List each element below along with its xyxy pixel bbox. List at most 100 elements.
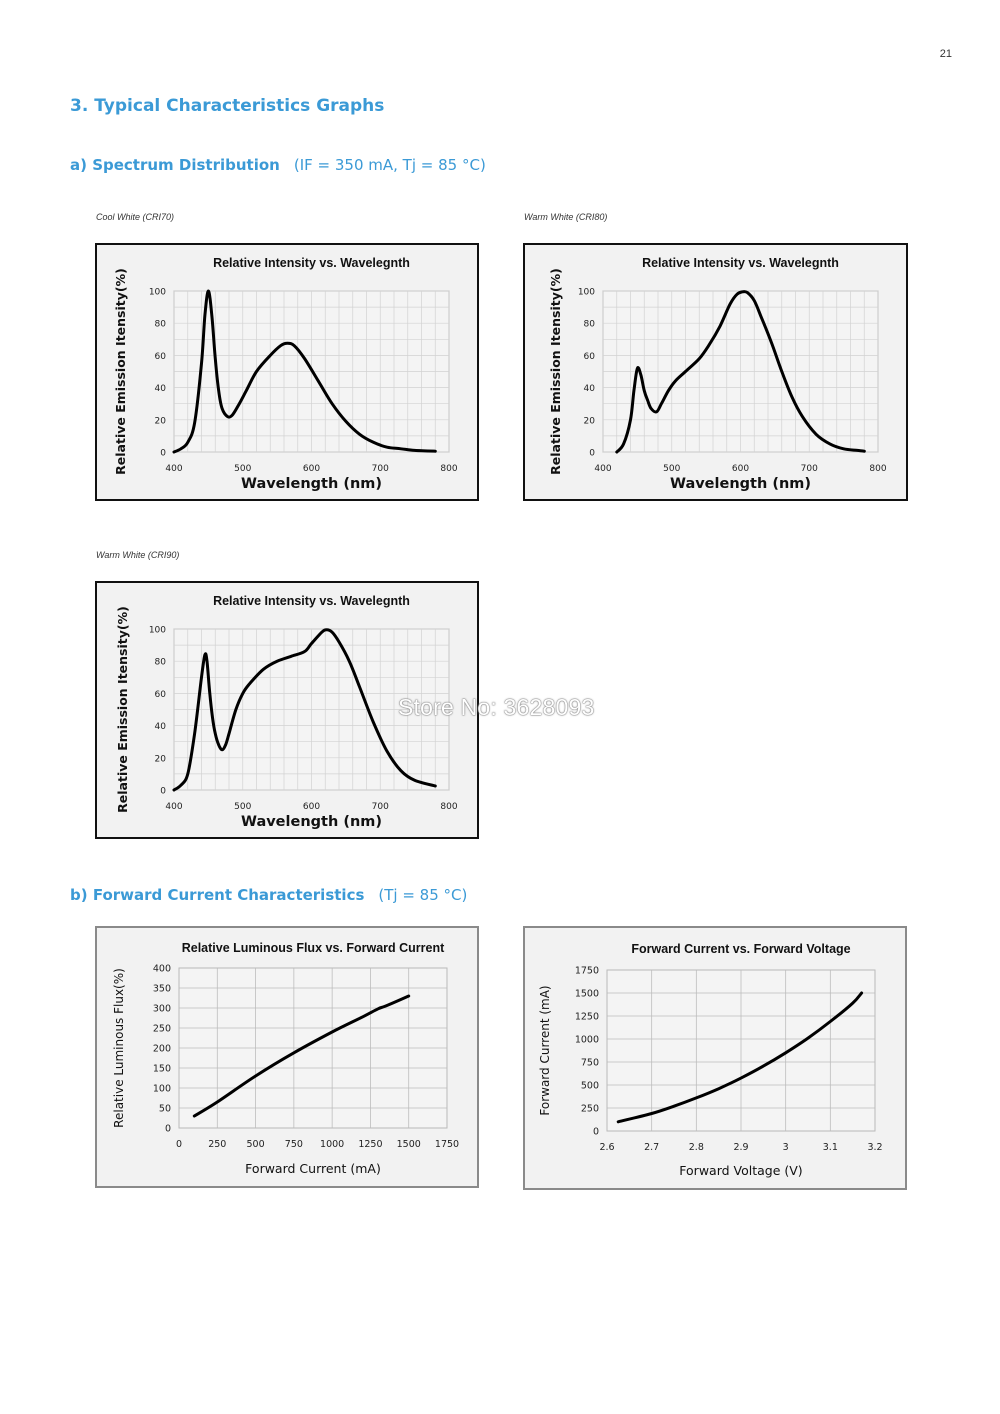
chart-luminous-flux-vs-current: 0 250 500 750 1000 1250 1500 1750 0 50 100 150 200 25… xyxy=(95,926,479,1188)
x-tick-label: 3.1 xyxy=(823,1142,838,1153)
chart-warm-white-cri80-spectrum: 400 500 600 700 800 0 20 40 60 80 100 Relative Inte… xyxy=(523,243,908,501)
chart-title: Relative Luminous Flux vs. Forward Curre… xyxy=(182,941,445,955)
y-tick-label: 100 xyxy=(153,1084,171,1095)
y-tick-label: 1000 xyxy=(575,1035,599,1046)
series-line xyxy=(172,289,437,454)
y-tick-label: 60 xyxy=(584,352,596,362)
x-tick-label: 700 xyxy=(801,464,818,474)
y-tick-label: 80 xyxy=(584,320,596,330)
y-tick-label: 100 xyxy=(578,288,595,298)
x-tick-label: 700 xyxy=(372,802,389,812)
subsection-a-heading: a) Spectrum Distribution (IF = 350 mA, Tj… xyxy=(70,156,486,174)
y-tick-label: 500 xyxy=(581,1081,599,1092)
store-watermark: Store No: 3628093 xyxy=(398,694,595,720)
y-tick-label: 80 xyxy=(155,320,167,330)
y-tick-label: 50 xyxy=(159,1104,171,1115)
y-axis-label: Relative Emission Itensity(%) xyxy=(115,606,130,813)
y-tick-label: 300 xyxy=(153,1004,171,1015)
x-axis-label: Wavelength (nm) xyxy=(670,476,811,492)
y-tick-label: 80 xyxy=(155,658,167,668)
x-tick-label: 500 xyxy=(663,464,680,474)
x-tick-label: 800 xyxy=(440,464,457,474)
x-tick-label: 2.7 xyxy=(644,1142,659,1153)
caption-cool-white-cri70: Cool White (CRI70) xyxy=(96,212,175,222)
y-tick-label: 1750 xyxy=(575,966,599,977)
page-number: 21 xyxy=(939,48,952,60)
y-tick-label: 1500 xyxy=(575,989,599,1000)
y-tick-label: 0 xyxy=(593,1127,599,1138)
x-tick-label: 700 xyxy=(372,464,389,474)
x-tick-label: 600 xyxy=(303,464,320,474)
x-tick-label: 400 xyxy=(594,464,611,474)
series-line xyxy=(192,994,411,1118)
y-tick-label: 400 xyxy=(153,964,171,975)
x-tick-label: 2.8 xyxy=(689,1142,704,1153)
series-line xyxy=(616,991,864,1124)
y-tick-label: 0 xyxy=(165,1124,171,1135)
x-tick-label: 600 xyxy=(303,802,320,812)
x-tick-label: 3 xyxy=(783,1142,789,1153)
x-tick-label: 1500 xyxy=(397,1139,421,1150)
y-tick-label: 20 xyxy=(155,416,167,426)
x-axis-label: Forward Current (mA) xyxy=(245,1161,381,1176)
y-tick-label: 100 xyxy=(149,288,166,298)
chart-warm90-svg: 400 500 600 700 800 0 20 40 60 80 100 Relative Inte… xyxy=(115,594,458,830)
chart-vf-svg: 2.6 2.7 2.8 2.9 3 3.1 3.2 0 250 500 750 1000 1250 150… xyxy=(538,942,883,1178)
x-axis-label: Wavelength (nm) xyxy=(241,814,382,830)
chart-title: Relative Intensity vs. Wavelegnth xyxy=(213,594,410,608)
x-tick-label: 500 xyxy=(234,464,251,474)
chart-title: Relative Intensity vs. Wavelegnth xyxy=(213,256,410,270)
y-tick-label: 60 xyxy=(155,690,167,700)
subsection-b-heading: b) Forward Current Characteristics (Tj = … xyxy=(70,886,467,904)
chart-flux-svg: 0 250 500 750 1000 1250 1500 1750 0 50 100 150 200 25… xyxy=(112,941,459,1176)
subsection-a-conditions: (IF = 350 mA, Tj = 85 °C) xyxy=(293,156,486,174)
y-tick-label: 750 xyxy=(581,1058,599,1069)
series-line xyxy=(615,290,866,454)
subsection-b-title: b) Forward Current Characteristics xyxy=(70,886,365,904)
chart-warm80-svg: 400 500 600 700 800 0 20 40 60 80 100 Relative Inte… xyxy=(548,256,887,492)
y-tick-label: 20 xyxy=(155,754,167,764)
x-tick-label: 2.6 xyxy=(599,1142,614,1153)
y-tick-label: 150 xyxy=(153,1064,171,1075)
y-axis-label: Forward Current (mA) xyxy=(538,985,552,1115)
y-axis-label: Relative Emission Itensity(%) xyxy=(113,268,128,475)
x-tick-label: 250 xyxy=(208,1139,226,1150)
y-tick-label: 200 xyxy=(153,1044,171,1055)
x-tick-label: 1000 xyxy=(320,1139,344,1150)
y-axis-label: Relative Emission Itensity(%) xyxy=(548,268,563,475)
x-tick-label: 800 xyxy=(440,802,457,812)
y-tick-label: 0 xyxy=(589,449,595,459)
y-tick-label: 0 xyxy=(160,787,166,797)
subsection-b-conditions: (Tj = 85 °C) xyxy=(378,886,468,904)
y-axis-label: Relative Luminous Flux(%) xyxy=(112,968,126,1128)
section-title: 3. Typical Characteristics Graphs xyxy=(70,96,385,116)
y-tick-label: 250 xyxy=(153,1024,171,1035)
chart-cool-white-spectrum: 400 500 600 700 800 0 20 40 60 80 100 Relative Inte… xyxy=(95,243,479,501)
subsection-a-title: a) Spectrum Distribution xyxy=(70,156,280,174)
y-tick-label: 100 xyxy=(149,626,166,636)
x-tick-label: 400 xyxy=(165,802,182,812)
y-tick-label: 40 xyxy=(584,384,596,394)
x-tick-label: 3.2 xyxy=(867,1142,882,1153)
chart-title: Relative Intensity vs. Wavelegnth xyxy=(642,256,839,270)
y-tick-label: 250 xyxy=(581,1104,599,1115)
caption-warm-white-cri90: Warm White (CRI90) xyxy=(96,550,180,560)
caption-warm-white-cri80: Warm White (CRI80) xyxy=(524,212,608,222)
x-tick-label: 800 xyxy=(869,464,886,474)
x-tick-label: 600 xyxy=(732,464,749,474)
y-tick-label: 40 xyxy=(155,384,167,394)
chart-current-vs-voltage: 2.6 2.7 2.8 2.9 3 3.1 3.2 0 250 500 750 1000 1250 150… xyxy=(523,926,907,1190)
series-line xyxy=(172,628,437,792)
x-axis-label: Forward Voltage (V) xyxy=(679,1163,802,1178)
y-tick-label: 1250 xyxy=(575,1012,599,1023)
x-tick-label: 1250 xyxy=(358,1139,382,1150)
x-tick-label: 0 xyxy=(176,1139,182,1150)
x-axis-label: Wavelength (nm) xyxy=(241,476,382,492)
y-tick-label: 60 xyxy=(155,352,167,362)
x-tick-label: 500 xyxy=(234,802,251,812)
y-tick-label: 20 xyxy=(584,416,596,426)
x-tick-label: 400 xyxy=(165,464,182,474)
chart-cool70-svg: 400 500 600 700 800 0 20 40 60 80 100 Relative Inte… xyxy=(113,256,458,492)
x-tick-label: 1750 xyxy=(435,1139,459,1150)
x-tick-label: 500 xyxy=(247,1139,265,1150)
